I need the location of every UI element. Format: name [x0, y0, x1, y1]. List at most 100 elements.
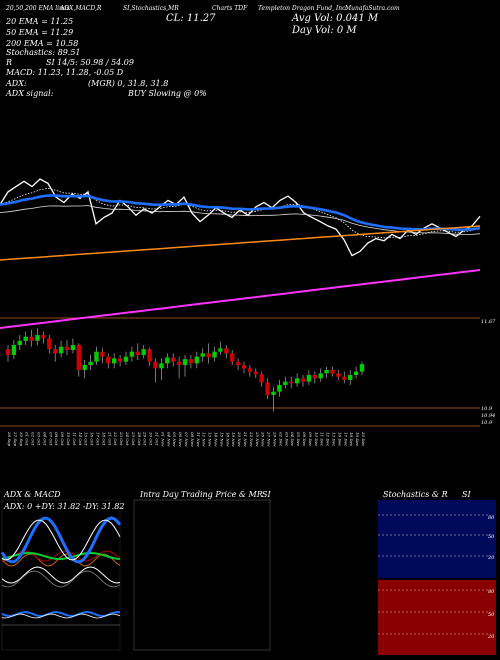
stoch-panel-title: Stochastics & R	[383, 490, 448, 499]
x-tick-label: 25 Nov	[255, 431, 260, 447]
ema200-line	[0, 225, 481, 261]
candle-body	[117, 358, 123, 362]
si-panel	[1, 580, 496, 655]
candle-body	[76, 345, 81, 370]
si-value: SI 14/5: 50.98 / 54.09	[46, 58, 134, 67]
x-tick-label: 19 Nov	[231, 432, 236, 447]
x-tick-label: 04 Nov	[166, 432, 171, 447]
x-tick-label: 01 Oct	[25, 432, 30, 446]
candle-body	[182, 359, 188, 365]
candle-body	[147, 349, 152, 362]
x-tick-label: 12 Nov	[202, 432, 207, 447]
macd-signal-line	[1, 570, 121, 588]
ema20-line	[0, 187, 481, 239]
candle-body	[294, 378, 300, 384]
x-tick-label: 18 Nov	[225, 432, 230, 447]
x-tick-label: 15 Oct	[84, 432, 89, 446]
candle-body	[176, 361, 182, 365]
x-tick-label: 05 Nov	[172, 432, 177, 447]
ema50-line	[0, 194, 481, 231]
candle-body	[206, 353, 211, 358]
day-volume: Day Vol: 0 M	[292, 25, 357, 36]
adx-panel	[1, 499, 121, 651]
buy-slowing: BUY Slowing @ 0%	[128, 89, 207, 98]
intraday-si-label: SI	[262, 490, 271, 499]
stoch-d-line	[1, 519, 121, 561]
x-tick-label: 11 Dec	[320, 432, 325, 447]
si-signal-line	[1, 613, 121, 619]
x-tick-label: 27 Sep	[13, 431, 18, 446]
candle-body	[312, 375, 317, 379]
candle-body	[135, 351, 140, 355]
adx-mgr-value: (MGR) 0, 31.8, 31.8	[88, 79, 169, 88]
intraday-panel	[133, 499, 271, 651]
close-price: CL: 11.27	[166, 13, 216, 24]
x-tick-label: 10 Oct	[66, 432, 71, 446]
candle-body	[306, 375, 312, 382]
candle-body	[159, 363, 164, 369]
x-tick-label: 16 Oct	[90, 432, 95, 446]
x-tick-label: 08 Oct	[54, 432, 59, 446]
x-tick-label: 22 Oct	[113, 431, 118, 446]
candle-body	[41, 335, 46, 339]
adx-label: ADX:	[6, 79, 27, 88]
candle-body	[100, 351, 105, 357]
candle-body	[29, 336, 34, 341]
x-tick-label: 01 Nov	[160, 432, 165, 447]
candle-body	[64, 346, 70, 350]
x-tick-label: 28 Oct	[137, 431, 142, 446]
ema50-value: 50 EMA = 11.29	[6, 28, 74, 37]
x-tick-label: 18 Dec	[349, 432, 354, 447]
candle-body	[247, 368, 253, 372]
header-si-stoch: SI,Stochastics,MR	[123, 5, 179, 12]
di-plus-line	[1, 551, 121, 560]
x-tick-label: 18 Oct	[101, 432, 106, 446]
x-tick-label: 26 Sep	[7, 431, 12, 446]
x-tick-label: 14 Nov	[214, 432, 219, 447]
x-tick-label: 30 Sep	[19, 432, 24, 446]
candle-body	[35, 335, 40, 341]
x-tick-label: 20 Nov	[237, 431, 242, 447]
macd-line	[1, 566, 121, 584]
stoch-tick-80: 80	[488, 515, 495, 521]
x-tick-label: 31 Oct	[155, 432, 160, 446]
price-label-1: 11.67	[481, 319, 496, 325]
x-tick-label: 26 Nov	[261, 431, 266, 447]
x-axis-ticks: 26 Sep 27 Sep 30 Sep 01 Oct 02 Oct 03 Oct 04 O…	[7, 431, 366, 447]
candle-body	[141, 349, 146, 355]
intraday-panel-title: Intra Day Trading Price & MR	[140, 490, 263, 499]
x-tick-label: 24 Oct	[125, 431, 130, 446]
candle-body	[165, 357, 170, 364]
candle-body	[259, 374, 264, 383]
header-ema-lines: 20,50,200 EMA lines	[6, 5, 70, 12]
candle-body	[188, 359, 194, 364]
x-tick-label: 29 Oct	[143, 431, 148, 446]
x-tick-label: 17 Dec	[343, 432, 348, 447]
candle-body	[253, 371, 258, 375]
candle-body	[277, 385, 282, 392]
macd-value: MACD: 11.23, 11.28, -0.05 D	[6, 68, 124, 77]
ema-lines	[0, 178, 481, 329]
candle-body	[318, 373, 323, 379]
stoch-si-label: SI	[462, 490, 471, 499]
x-tick-label: 07 Oct	[48, 432, 53, 446]
candle-body	[123, 356, 129, 362]
adx-panel-values: ADX: 0 +DY: 31.82 -DY: 31.82	[4, 502, 125, 511]
x-tick-label: 02 Oct	[31, 432, 36, 446]
candle-body	[82, 365, 87, 370]
x-tick-label: 13 Dec	[332, 432, 337, 447]
candles	[5, 328, 365, 412]
candle-body	[265, 382, 270, 395]
x-tick-label: 13 Nov	[208, 432, 213, 447]
candle-body	[271, 391, 276, 395]
x-tick-label: 27 Nov	[267, 431, 272, 447]
x-tick-label: 15 Nov	[219, 432, 224, 447]
candle-body	[289, 381, 294, 384]
candle-body	[230, 353, 235, 362]
x-tick-label: 19 Dec	[355, 432, 360, 447]
x-tick-label: 20 Dec	[361, 431, 366, 447]
candle-body	[200, 353, 205, 357]
candle-body	[342, 376, 347, 380]
candle-body	[212, 351, 217, 358]
candle-body	[235, 361, 241, 365]
